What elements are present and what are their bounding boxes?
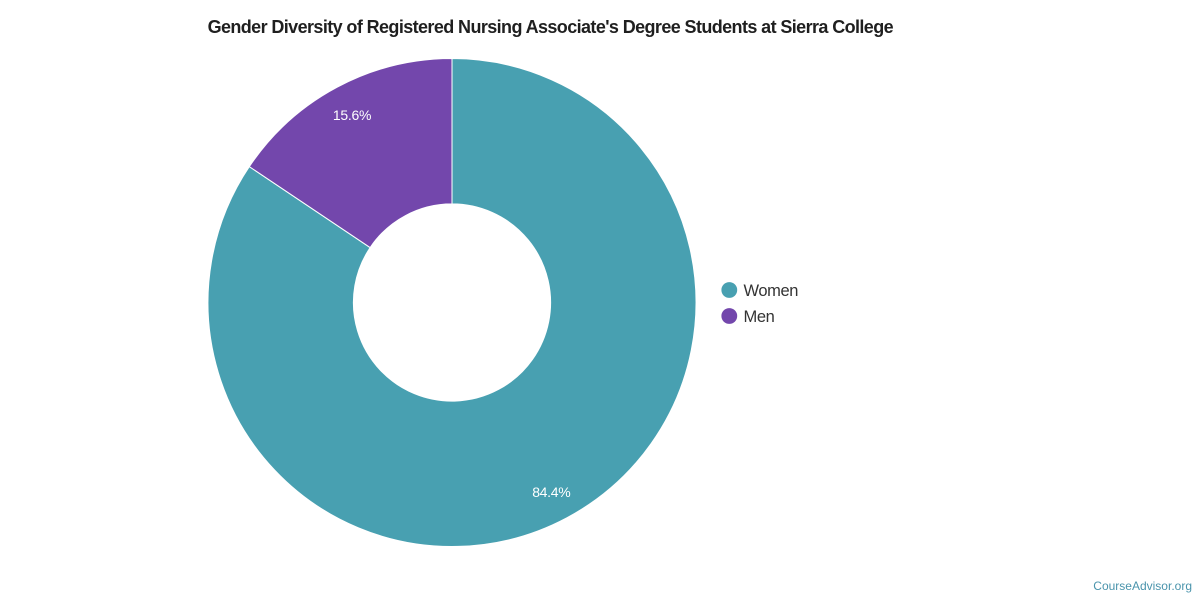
svg-text:CourseAdvisor.org: CourseAdvisor.org [1093, 579, 1192, 593]
svg-text:Women: Women [744, 282, 799, 300]
svg-text:84.4%: 84.4% [532, 484, 570, 500]
svg-text:Gender Diversity of Registered: Gender Diversity of Registered Nursing A… [208, 17, 894, 37]
svg-text:15.6%: 15.6% [333, 107, 371, 123]
svg-text:Men: Men [744, 308, 775, 326]
